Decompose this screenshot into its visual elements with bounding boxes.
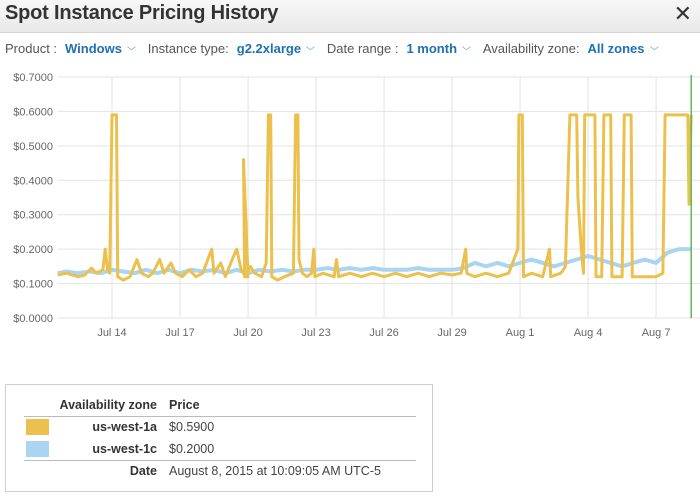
product-label: Product : [5,40,58,56]
x-tick-label: Aug 1 [506,327,535,339]
legend-table: Availability zone Price us-west-1a $0.59… [24,394,416,482]
legend-date-label: Date [54,459,169,482]
legend-price: $0.5900 [169,420,215,435]
legend-date-value: August 8, 2015 at 10:09:05 AM UTC-5 [169,459,416,482]
y-tick-label: $0.0000 [13,313,53,325]
legend-zone: us-west-1a [92,420,157,435]
y-tick-label: $0.2000 [13,244,53,256]
product-dropdown[interactable]: Windows [65,40,122,56]
chart-canvas[interactable]: $0.0000 $0.1000 $0.2000 $0.3000 $0.4000 $0.50… [0,65,700,350]
price-chart[interactable]: $0.0000 $0.1000 $0.2000 $0.3000 $0.4000 $0.50… [0,65,700,350]
legend-date-row: Date August 8, 2015 at 10:09:05 AM UTC-5 [24,459,416,482]
chevron-down-icon[interactable]: ⌵ [306,41,315,52]
legend-zone: us-west-1c [92,441,157,456]
instance-type-dropdown[interactable]: g2.2xlarge [236,40,302,56]
chevron-down-icon[interactable]: ⌵ [461,41,471,52]
y-tick-label: $0.3000 [13,210,53,222]
x-tick-label: Jul 14 [97,327,126,339]
y-tick-label: $0.5000 [13,141,53,153]
x-tick-label: Aug 7 [642,327,671,339]
legend-swatch-us-west-1c [26,440,49,457]
x-tick-label: Aug 4 [574,327,603,339]
y-tick-label: $0.7000 [13,72,53,84]
x-tick-label: Jul 29 [437,327,466,339]
legend-price: $0.2000 [169,441,215,456]
legend-row: us-west-1c $0.2000 [24,438,416,460]
instance-type-label: Instance type: [147,40,229,56]
legend-header-zone: Availability zone [54,394,169,417]
availability-zone-dropdown[interactable]: All zones [587,40,645,56]
filter-bar: Product : Windows ⌵ Instance type: g2.2x… [5,39,670,57]
chevron-down-icon[interactable]: ⌵ [649,41,659,52]
legend-swatch-us-west-1a [26,419,49,436]
window-title: Spot Instance Pricing History [5,2,279,24]
x-tick-label: Jul 26 [369,327,398,339]
series-line-us-west-1a [57,113,693,282]
close-icon[interactable]: ✕ [673,1,692,26]
x-tick-label: Jul 20 [233,327,262,339]
legend-panel: Availability zone Price us-west-1a $0.59… [5,384,433,492]
date-range-label: Date range : [326,40,399,56]
legend-header-price: Price [169,394,416,417]
x-tick-label: Jul 23 [301,327,330,339]
y-tick-label: $0.6000 [13,106,53,118]
chevron-down-icon[interactable]: ⌵ [126,41,136,52]
date-range-dropdown[interactable]: 1 month [406,40,458,56]
title-bar: Spot Instance Pricing History ✕ [0,0,700,33]
legend-row: us-west-1a $0.5900 [24,416,416,438]
y-tick-label: $0.1000 [13,279,53,291]
availability-zone-label: Availability zone: [482,40,580,56]
y-tick-label: $0.4000 [13,175,53,187]
x-tick-label: Jul 17 [165,327,194,339]
